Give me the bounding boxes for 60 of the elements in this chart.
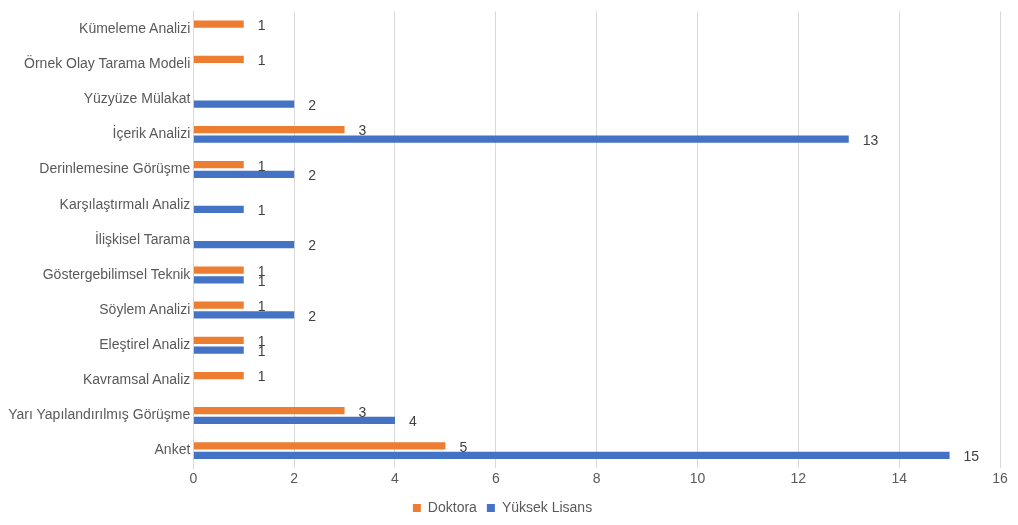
- y-tick-label: Anket: [154, 441, 191, 458]
- x-tick-label: 12: [790, 470, 807, 487]
- x-tick-label: 0: [189, 470, 198, 487]
- y-tick-label: Kavramsal Analiz: [82, 371, 191, 388]
- data-label: 15: [963, 448, 980, 465]
- data-label: 3: [358, 122, 367, 139]
- data-label: 2: [308, 237, 317, 254]
- data-label: 1: [257, 202, 266, 219]
- bar: [193, 241, 295, 249]
- x-tick-label: 6: [491, 470, 500, 487]
- data-label: 2: [308, 96, 317, 113]
- bar: [193, 346, 244, 354]
- y-tick-label: Göstergebilimsel Teknik: [42, 265, 192, 282]
- bar: [193, 266, 244, 274]
- bar: [193, 205, 244, 214]
- x-tick-label: 16: [992, 470, 1008, 487]
- bar: [193, 416, 395, 424]
- x-tick-label: 8: [592, 470, 601, 487]
- bar: [193, 20, 244, 28]
- y-tick-label: Yarı Yapılandırılmış Görüşme: [8, 406, 191, 423]
- x-tick-label: 14: [891, 470, 908, 487]
- bar: [193, 371, 244, 380]
- y-tick-label: Örnek Olay Tarama Modeli: [24, 53, 191, 71]
- bar: [193, 336, 244, 345]
- legend-label: Yüksek Lisans: [501, 498, 593, 515]
- data-label: 1: [257, 17, 266, 33]
- x-tick-label: 10: [689, 470, 706, 487]
- bar: [193, 451, 950, 460]
- data-label: 4: [408, 413, 417, 430]
- data-label: 5: [459, 438, 468, 455]
- bar: [193, 311, 295, 319]
- bar: [193, 125, 345, 134]
- legend-label: Doktora: [427, 498, 478, 515]
- y-tick-label: Söylem Analizi: [99, 300, 191, 317]
- y-tick-label: İlişkisel Tarama: [94, 229, 191, 247]
- data-label: 1: [257, 298, 266, 315]
- bar: [193, 55, 244, 63]
- data-label: 3: [358, 403, 367, 420]
- x-tick-label: 2: [290, 470, 299, 487]
- data-label: 1: [257, 368, 266, 385]
- bar: [193, 301, 244, 309]
- bar: [193, 170, 295, 178]
- bar: [193, 276, 244, 284]
- bar: [193, 161, 244, 169]
- y-tick-label: Kümeleme Analizi: [79, 19, 191, 36]
- x-tick-label: 4: [391, 470, 400, 487]
- bar: [193, 135, 849, 143]
- y-tick-label: Derinlemesine Görüşme: [39, 160, 191, 177]
- bar: [193, 407, 345, 415]
- bar: [193, 442, 446, 450]
- data-label: 2: [308, 307, 317, 324]
- y-tick-label: Eleştirel Analiz: [99, 336, 191, 353]
- data-label: 13: [862, 132, 879, 149]
- y-tick-label: Karşılaştırmalı Analiz: [59, 195, 191, 212]
- bar: [193, 100, 295, 108]
- data-label: 1: [257, 157, 266, 174]
- data-label: 1: [257, 52, 266, 69]
- y-tick-label: Yüzyüze Mülakat: [83, 90, 191, 107]
- data-label: 2: [308, 167, 317, 184]
- y-tick-label: İçerik Analizi: [112, 124, 191, 142]
